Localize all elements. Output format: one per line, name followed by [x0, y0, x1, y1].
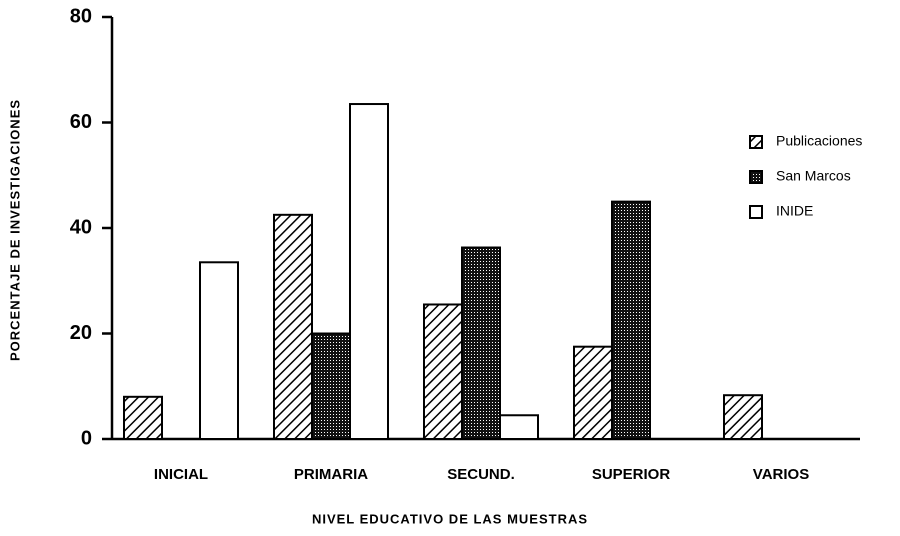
bar	[573, 345, 613, 440]
bar	[349, 103, 389, 440]
y-tick-label: 80	[70, 5, 92, 27]
bar	[311, 332, 351, 440]
x-tick-label: SECUND.	[447, 466, 515, 483]
legend-swatch	[749, 170, 763, 184]
bar	[611, 200, 651, 440]
x-tick-label: SUPERIOR	[592, 466, 671, 483]
legend-label: INIDE	[776, 203, 813, 219]
x-axis-label: NIVEL EDUCATIVO DE LAS MUESTRAS	[312, 511, 588, 526]
bar	[423, 303, 463, 440]
x-tick-label: INICIAL	[154, 466, 208, 483]
y-axis-label: PORCENTAJE DE INVESTIGACIONES	[7, 99, 22, 361]
bar	[499, 414, 539, 441]
bar	[123, 395, 163, 440]
y-tick-label: 60	[70, 111, 92, 133]
bar	[461, 246, 501, 440]
y-tick-label: 40	[70, 216, 92, 238]
y-tick-label: 0	[81, 427, 92, 449]
bar	[273, 213, 313, 440]
bar	[723, 394, 763, 440]
bar	[199, 261, 239, 440]
x-tick-label: VARIOS	[753, 466, 809, 483]
x-tick-label: PRIMARIA	[294, 466, 368, 483]
legend-label: San Marcos	[776, 168, 851, 184]
legend-swatch	[749, 205, 763, 219]
y-tick-label: 20	[70, 322, 92, 344]
legend-label: Publicaciones	[776, 133, 862, 149]
legend-swatch	[749, 135, 763, 149]
